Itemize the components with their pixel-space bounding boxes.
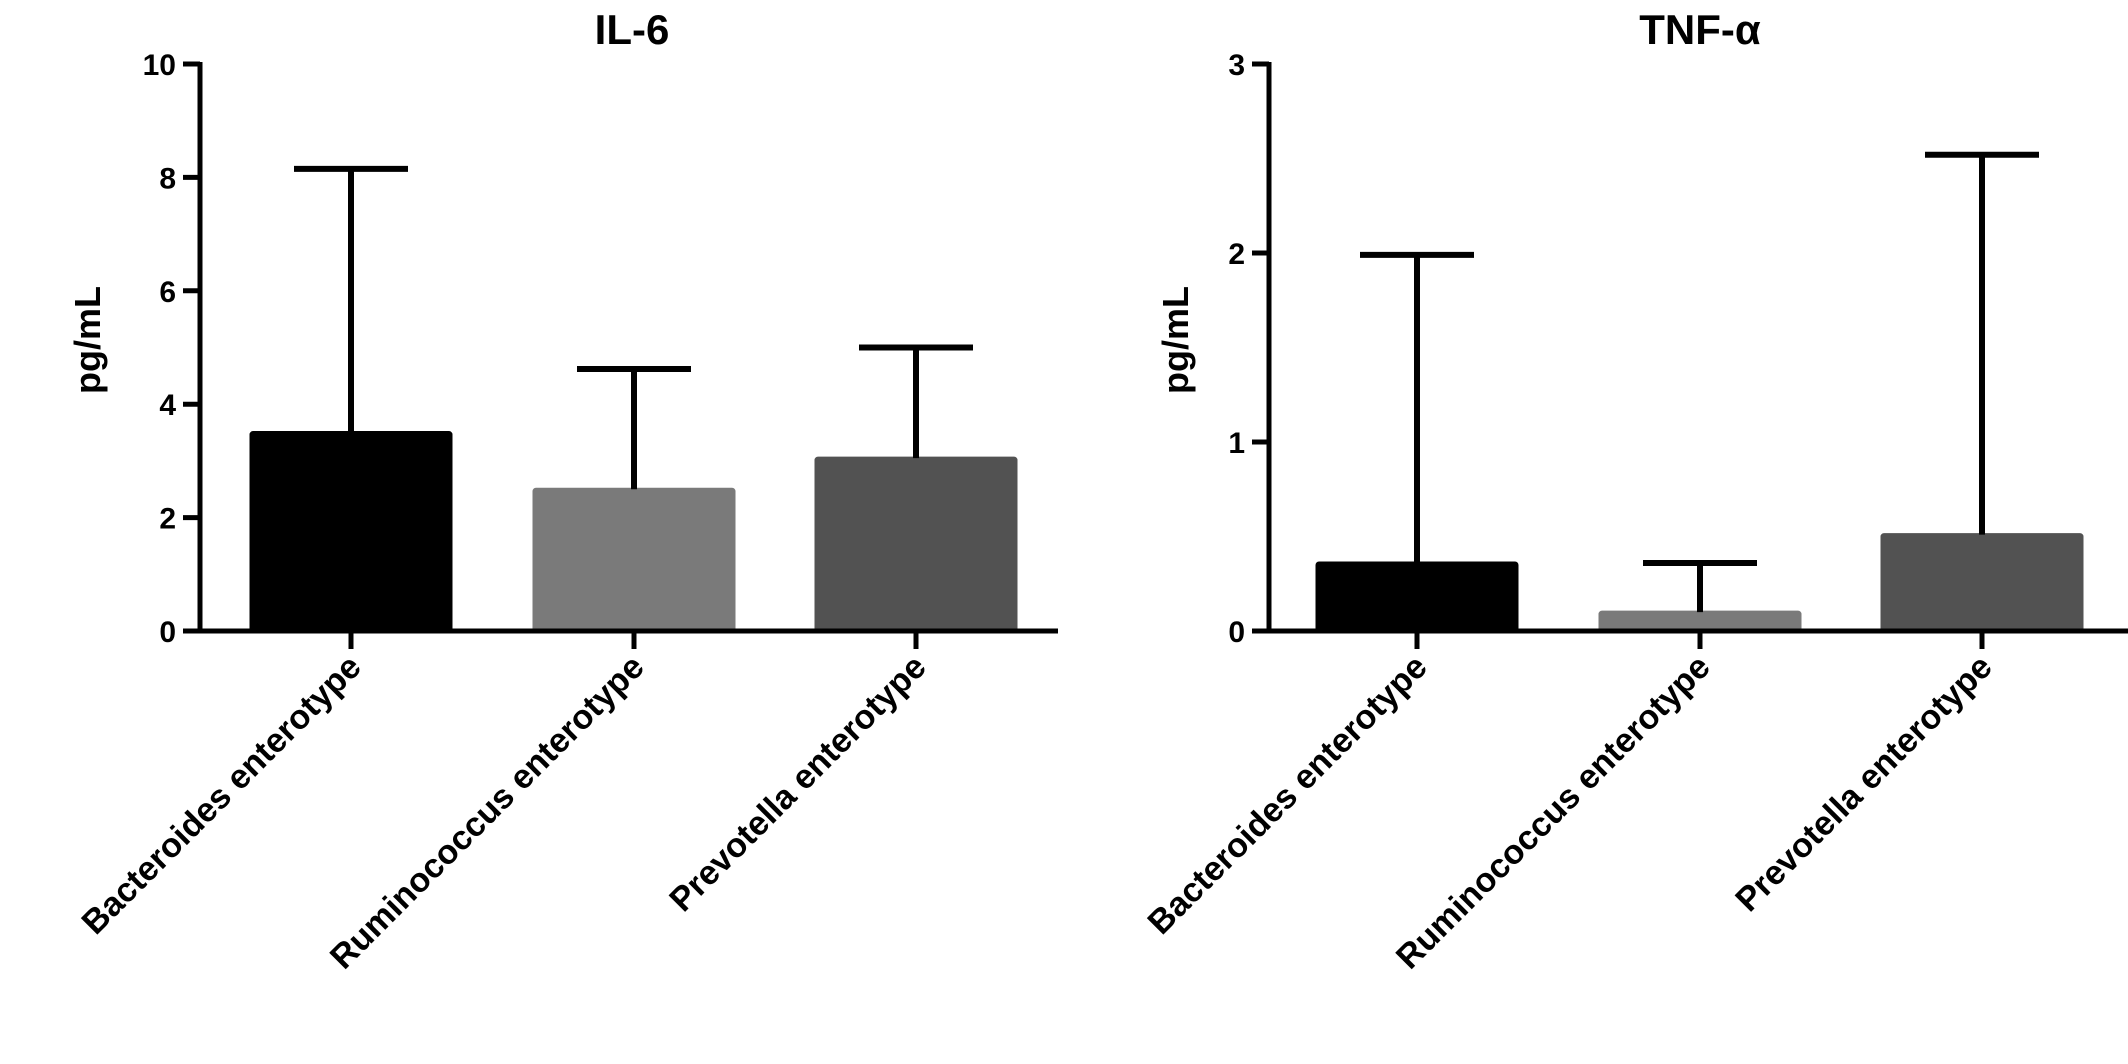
x-tick-label: Prevotella enterotype bbox=[662, 648, 933, 919]
il6-panel: IL-6 pg/mL 0 2 4 6 8 10 Bacteroides enterotypeRu… bbox=[67, 6, 1058, 977]
y-tick-label: 0 bbox=[159, 616, 176, 649]
x-tick-label: Bacteroides enterotype bbox=[1141, 648, 1435, 942]
y-tick-label: 2 bbox=[159, 503, 176, 536]
bar-3 bbox=[1880, 533, 2084, 633]
y-axis-label: pg/mL bbox=[1155, 286, 1196, 394]
x-tick-label: Ruminococcus enterotype bbox=[1389, 648, 1718, 977]
y-tick-label: 1 bbox=[1228, 427, 1245, 460]
y-tick-label: 6 bbox=[159, 276, 176, 309]
y-tick-label: 2 bbox=[1228, 238, 1245, 271]
x-tick-label: Prevotella enterotype bbox=[1728, 648, 1999, 919]
chart-title: TNF-α bbox=[1639, 6, 1761, 53]
y-tick-label: 0 bbox=[1228, 616, 1245, 649]
y-tick-label: 10 bbox=[143, 49, 176, 82]
bar-2 bbox=[532, 487, 736, 633]
bar-3 bbox=[814, 456, 1018, 633]
y-axis-label: pg/mL bbox=[67, 286, 108, 394]
x-tick-label: Ruminococcus enterotype bbox=[323, 648, 652, 977]
y-tick-label: 3 bbox=[1228, 49, 1245, 82]
y-tick-label: 8 bbox=[159, 162, 176, 195]
bar-2 bbox=[1598, 610, 1802, 633]
tnf-alpha-panel: TNF-α pg/mL 0 1 2 3 Bacteroides enterotypeRumi… bbox=[1141, 6, 2128, 977]
bar-1 bbox=[249, 431, 453, 633]
chart-title: IL-6 bbox=[595, 6, 670, 53]
y-tick-label: 4 bbox=[159, 389, 176, 422]
x-tick-label: Bacteroides enterotype bbox=[75, 648, 369, 942]
bar-1 bbox=[1315, 561, 1519, 633]
